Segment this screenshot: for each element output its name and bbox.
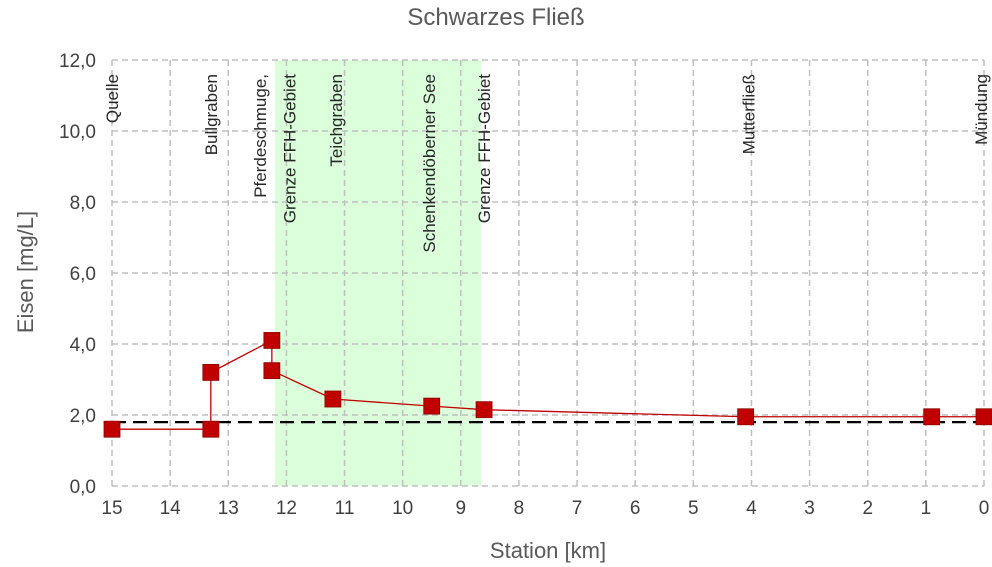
station-annotation: Teichgraben (327, 74, 346, 167)
x-tick-label: 4 (746, 498, 757, 519)
y-tick-label: 0,0 (70, 477, 96, 498)
x-tick-label: 15 (101, 498, 122, 519)
station-annotation: Pferdeschmuge, (251, 74, 270, 198)
x-tick-label: 6 (630, 498, 641, 519)
tick-label-layer: 0,02,04,06,08,010,012,015 14 13 12 11 10 9 8 7 6 5… (59, 51, 989, 519)
station-annotation: Grenze FFH-Gebiet (280, 74, 299, 224)
x-tick-label: 9 (456, 498, 467, 519)
data-point (423, 397, 441, 415)
station-annotation: Grenze FFH-Gebiet (475, 74, 494, 224)
data-point (324, 390, 342, 408)
data-point (475, 401, 493, 419)
x-tick-label: 11 (335, 498, 355, 519)
x-tick-label: 12 (276, 498, 297, 519)
chart-title: Schwarzes Fließ (407, 4, 584, 31)
y-tick-label: 6,0 (70, 264, 96, 285)
x-tick-label: 13 (218, 498, 239, 519)
data-point (923, 408, 941, 426)
data-point (737, 408, 755, 426)
y-tick-label: 4,0 (70, 335, 96, 356)
y-tick-label: 10,0 (59, 122, 96, 143)
data-point (202, 420, 220, 438)
annotation-layer: Quelle Bullgraben Pferdeschmuge, Grenze FFH… (103, 74, 991, 253)
x-tick-label: 14 (160, 498, 182, 519)
y-tick-label: 8,0 (70, 193, 96, 214)
x-tick-label: 8 (514, 498, 525, 519)
y-tick-label: 2,0 (70, 406, 96, 427)
y-tick-label: 12,0 (59, 51, 96, 72)
grid-layer (111, 59, 985, 487)
series-layer (103, 332, 992, 438)
y-axis-label: Eisen [mg/L] (13, 211, 38, 333)
x-tick-label: 2 (862, 498, 873, 519)
station-annotation: Mündung (972, 74, 991, 145)
data-point (202, 363, 220, 381)
x-tick-label: 1 (921, 498, 932, 519)
x-tick-label: 5 (688, 498, 699, 519)
x-tick-label: 0 (979, 498, 990, 519)
data-point (103, 420, 121, 438)
station-annotation: Schenkendöberner See (420, 74, 439, 253)
x-tick-label: 10 (392, 498, 413, 519)
data-point (263, 362, 281, 380)
series-line (112, 339, 984, 430)
station-annotation: Mutterfließ (740, 74, 759, 154)
data-point (263, 332, 281, 349)
station-annotation: Bullgraben (202, 74, 221, 155)
x-tick-label: 7 (572, 498, 583, 519)
x-tick-label: 3 (804, 498, 815, 519)
x-axis-label: Station [km] (490, 538, 606, 563)
station-annotation: Quelle (103, 74, 122, 123)
data-point (975, 408, 992, 426)
